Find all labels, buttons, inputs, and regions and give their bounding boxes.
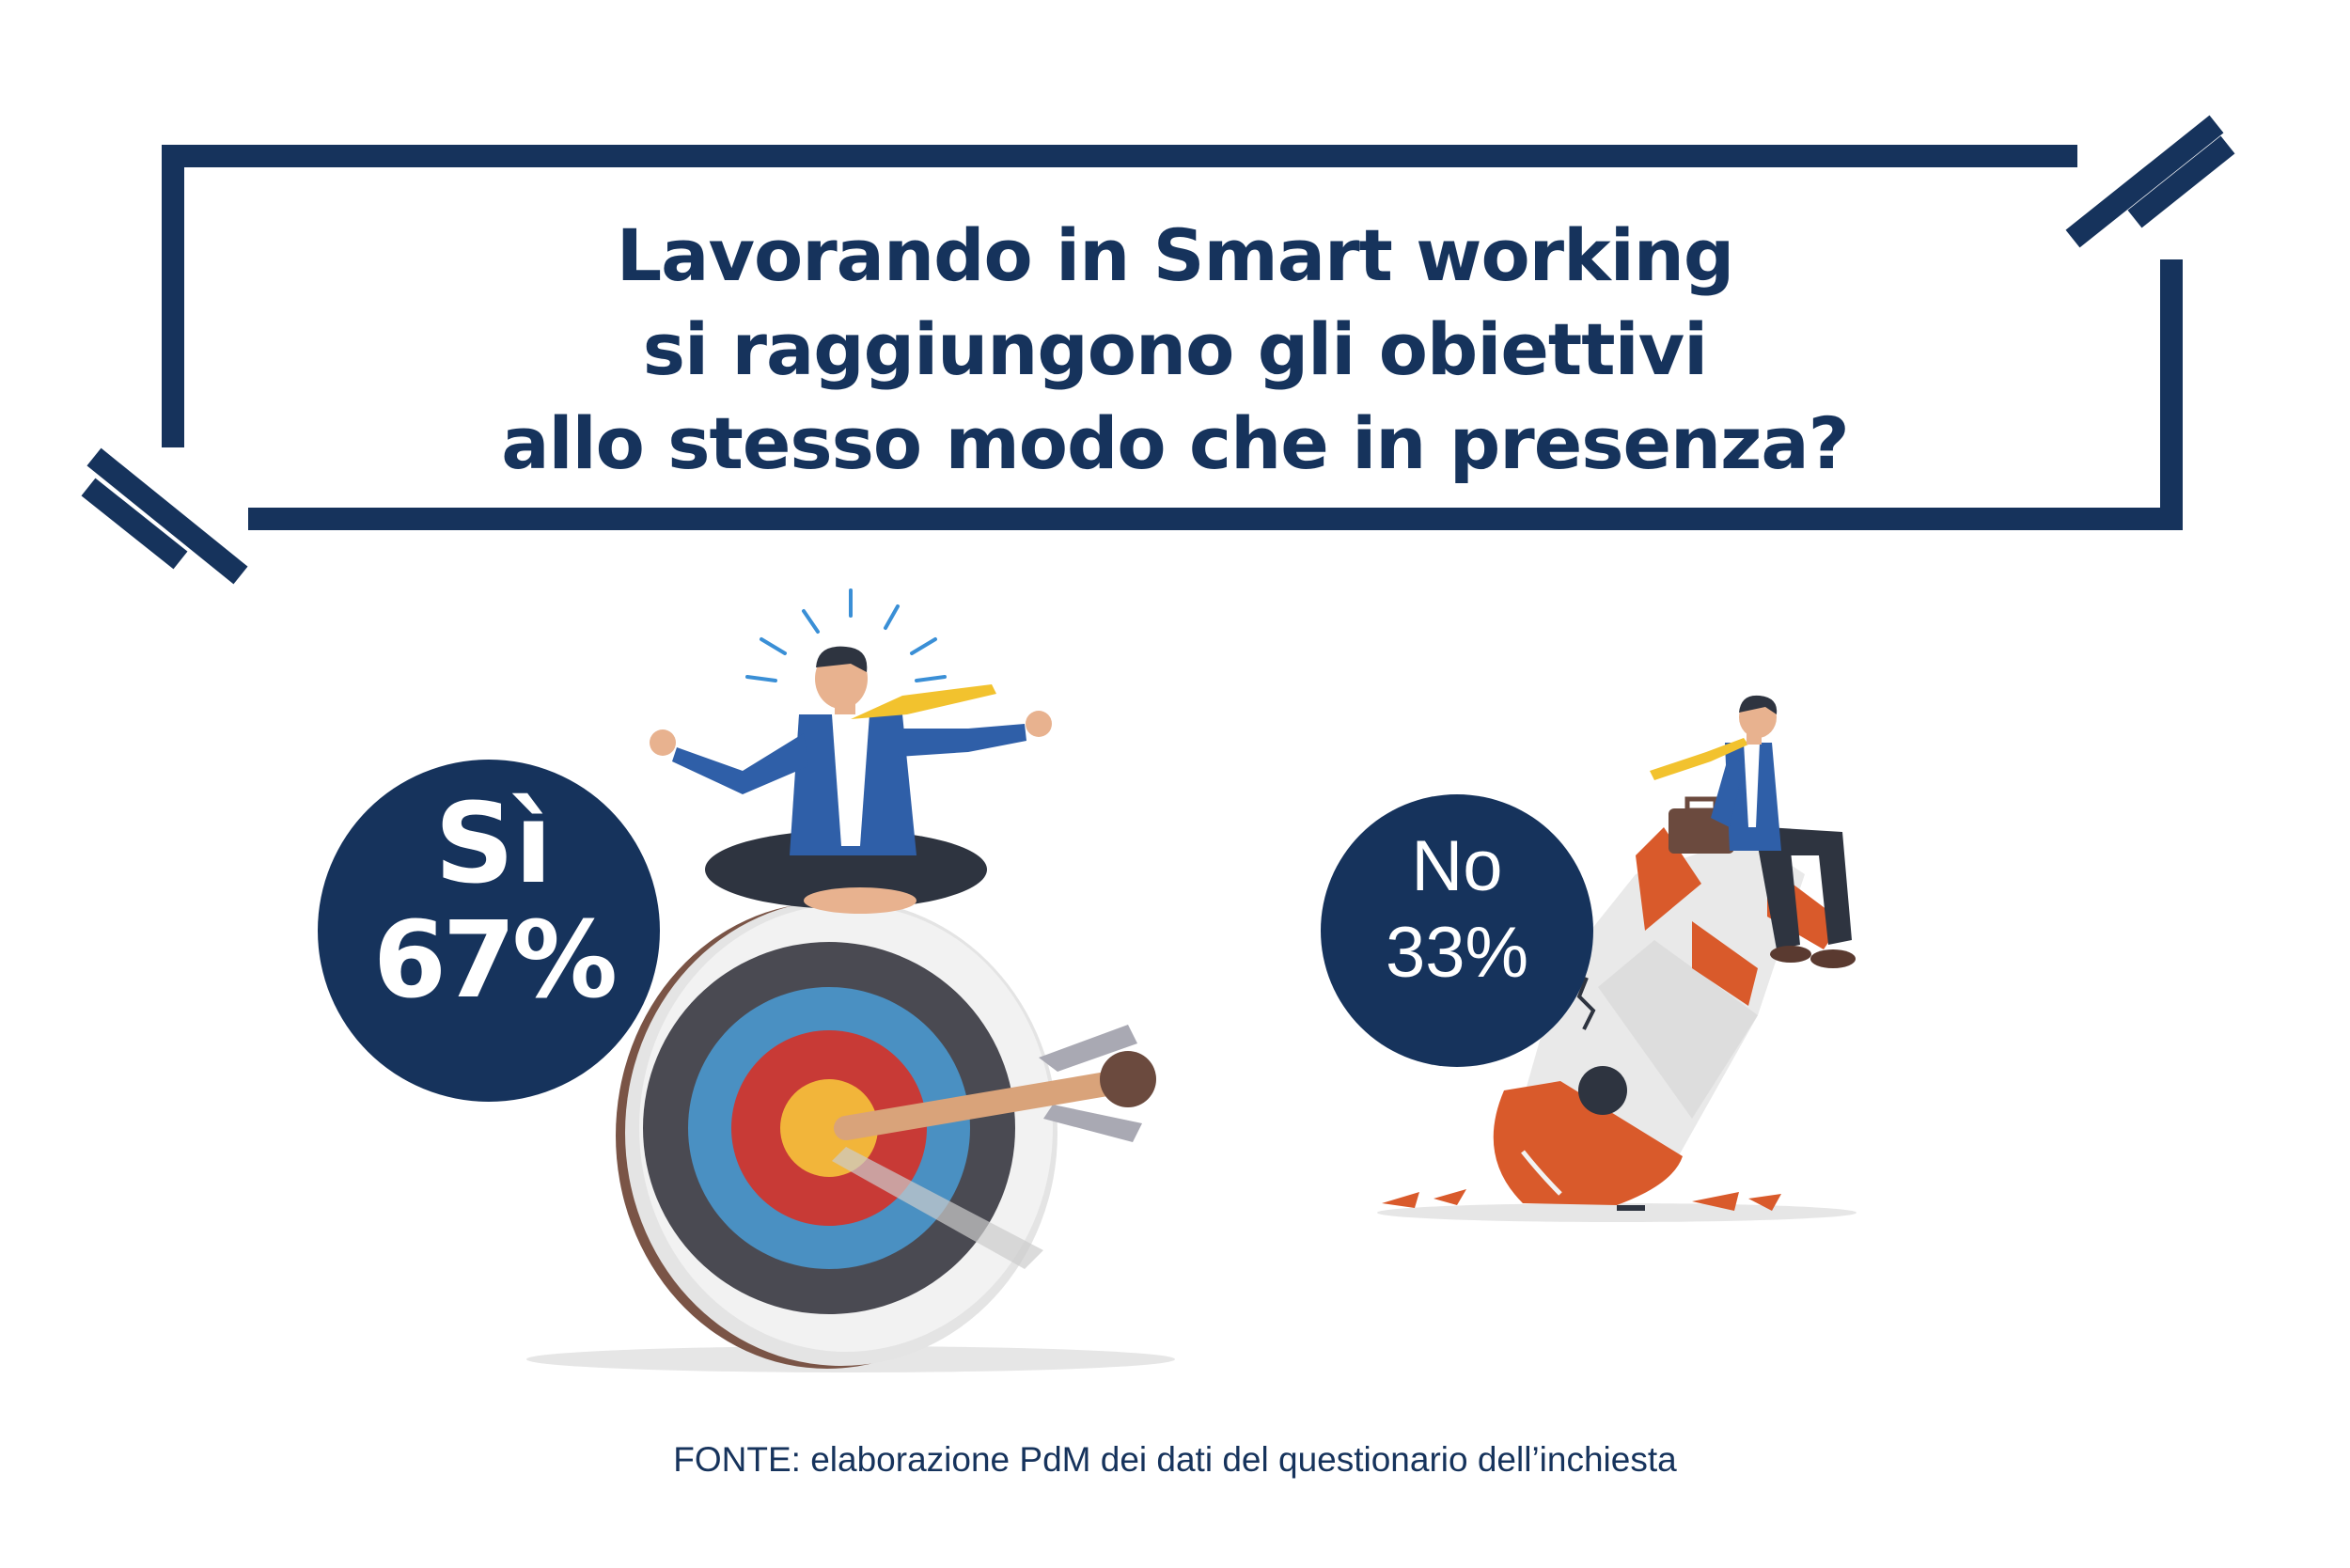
title-line-2: si raggiungono gli obiettivi xyxy=(642,307,1708,391)
page-title: Lavorando in Smart working si raggiungon… xyxy=(282,209,2068,491)
sitting-businessman-icon xyxy=(1650,695,1856,968)
no-percentage: 33% xyxy=(1385,913,1529,993)
crashed-rocket-icon xyxy=(1377,827,1856,1222)
no-bubble xyxy=(1321,794,1593,1067)
meditating-businessman-icon xyxy=(650,588,1052,914)
yes-label: Sì xyxy=(434,778,553,908)
no-label: No xyxy=(1411,826,1503,906)
source-note: FONTE: elaborazione PdM dei dati del que… xyxy=(673,1440,1677,1479)
yes-percentage: 67% xyxy=(372,900,618,1022)
yes-bubble xyxy=(318,760,660,1102)
arrow-icon xyxy=(834,1025,1156,1142)
title-line-1: Lavorando in Smart working xyxy=(616,213,1735,297)
title-line-3: allo stesso modo che in presenza? xyxy=(501,401,1850,485)
